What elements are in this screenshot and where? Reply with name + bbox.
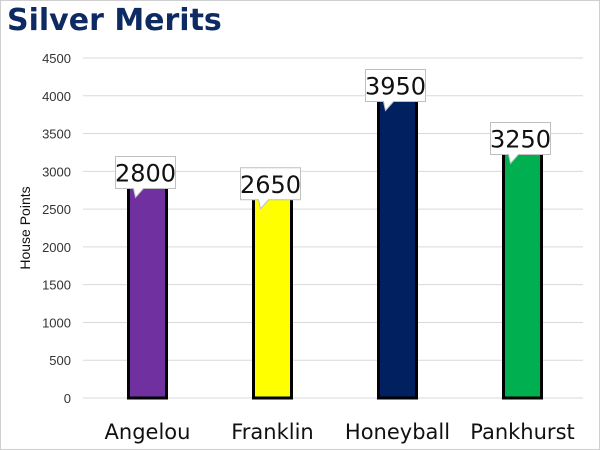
y-tick-label: 2500 bbox=[42, 202, 71, 217]
data-label: 3250 bbox=[490, 125, 551, 153]
data-labels: 2800 2650 3950 3250 bbox=[115, 69, 551, 210]
data-label-box bbox=[240, 167, 301, 210]
y-tick-label: 1000 bbox=[42, 315, 71, 330]
y-tick-label: 500 bbox=[49, 353, 71, 368]
x-category-label: Franklin bbox=[231, 420, 314, 444]
x-category-label: Angelou bbox=[105, 420, 191, 444]
data-label-callout: 3250 bbox=[490, 121, 551, 165]
y-tick-label: 2000 bbox=[42, 240, 71, 255]
y-axis-ticks: 0 500 1000 1500 2000 2500 3000 3500 4000 4500 bbox=[42, 51, 71, 406]
bar-angelou bbox=[127, 184, 168, 400]
y-tick-label: 0 bbox=[64, 391, 71, 406]
x-axis-categories: Angelou Franklin Honeyball Pankhurst bbox=[105, 420, 575, 444]
data-label: 3950 bbox=[365, 73, 426, 101]
data-label-box bbox=[365, 69, 426, 112]
data-label-callout: 2800 bbox=[115, 155, 176, 199]
x-category-label: Pankhurst bbox=[470, 420, 575, 444]
x-category-label: Honeyball bbox=[345, 420, 450, 444]
data-label: 2650 bbox=[240, 171, 301, 199]
y-tick-label: 4000 bbox=[42, 89, 71, 104]
data-label-callout: 2650 bbox=[240, 167, 301, 210]
y-tick-label: 1500 bbox=[42, 278, 71, 293]
bar-franklin bbox=[252, 196, 293, 400]
y-tick-label: 3000 bbox=[42, 164, 71, 179]
y-axis-label: House Points bbox=[17, 186, 33, 269]
data-label-box bbox=[490, 121, 551, 165]
chart-title: Silver Merits bbox=[7, 3, 222, 38]
bars bbox=[127, 98, 543, 400]
y-tick-label: 3500 bbox=[42, 127, 71, 142]
y-tick-label: 4500 bbox=[42, 51, 71, 66]
data-label: 2800 bbox=[115, 159, 176, 187]
data-label-callout: 3950 bbox=[365, 69, 426, 112]
data-label-box bbox=[115, 155, 176, 199]
bar-honeyball bbox=[377, 98, 418, 400]
bar-pankhurst bbox=[502, 150, 543, 400]
